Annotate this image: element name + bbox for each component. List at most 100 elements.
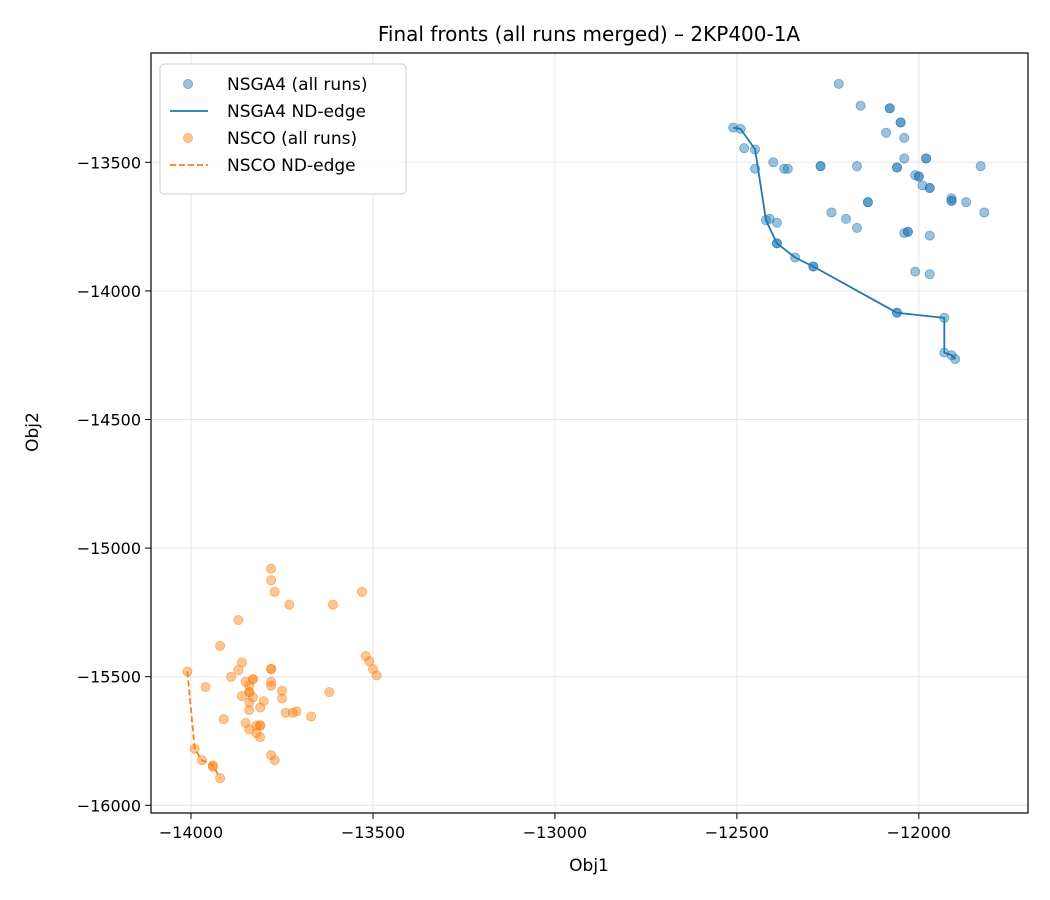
scatter-point <box>841 213 852 224</box>
scatter-point <box>266 663 277 674</box>
x-tick-label: −14000 <box>159 823 223 842</box>
scatter-point <box>291 706 302 717</box>
scatter-point <box>360 651 371 662</box>
scatter-point <box>182 666 193 677</box>
scatter-point <box>771 238 782 249</box>
scatter-point <box>975 161 986 172</box>
scatter-point <box>950 354 961 365</box>
scatter-point <box>961 197 972 208</box>
scatter-point <box>266 750 277 761</box>
scatter-point <box>891 307 902 318</box>
scatter-point <box>862 197 873 208</box>
scatter-point <box>327 599 338 610</box>
scatter-point <box>247 674 258 685</box>
scatter-point <box>808 261 819 272</box>
scatter-point <box>779 163 790 174</box>
scatter-point <box>226 671 237 682</box>
scatter-point <box>277 685 288 696</box>
scatter-point <box>790 252 801 263</box>
x-tick-label: −12500 <box>705 823 769 842</box>
scatter-point <box>939 312 950 323</box>
scatter-point <box>266 563 277 574</box>
scatter-point <box>851 161 862 172</box>
scatter-point <box>815 161 826 172</box>
scatter-point <box>244 697 255 708</box>
scatter-point <box>215 773 226 784</box>
scatter-point <box>833 78 844 89</box>
legend-marker <box>182 79 193 90</box>
scatter-point <box>236 690 247 701</box>
scatter-point <box>200 681 211 692</box>
scatter-point <box>251 728 262 739</box>
scatter-point <box>979 207 990 218</box>
scatter-point <box>899 153 910 164</box>
scatter-point <box>946 195 957 206</box>
y-tick-label: −15500 <box>77 668 141 687</box>
scatter-point <box>324 687 335 698</box>
scatter-point <box>284 599 295 610</box>
legend-marker <box>182 132 193 143</box>
plot-frame <box>150 52 1029 814</box>
scatter-point <box>218 714 229 725</box>
x-axis-label: Obj1 <box>569 856 609 876</box>
scatter-point <box>196 755 207 766</box>
scatter-point <box>739 143 750 154</box>
legend-label: NSGA4 ND-edge <box>227 102 366 122</box>
scatter-point <box>782 163 793 174</box>
y-tick-label: −16000 <box>77 796 141 815</box>
scatter-point <box>902 226 913 237</box>
legend-box <box>159 63 407 195</box>
scatter-point <box>735 123 746 134</box>
scatter-point <box>266 676 277 687</box>
scatter-point <box>244 705 255 716</box>
scatter-point <box>189 743 200 754</box>
scatter-point <box>269 755 280 766</box>
scatter-point <box>924 183 935 194</box>
legend-label: NSCO ND-edge <box>227 156 356 176</box>
scatter-point <box>891 162 902 173</box>
scatter-point <box>881 127 892 138</box>
scatter-point <box>269 586 280 597</box>
scatter-point <box>910 266 921 277</box>
scatter-point <box>921 153 932 164</box>
y-axis-label: Obj2 <box>23 412 43 452</box>
scatter-point <box>884 103 895 114</box>
scatter-point <box>266 575 277 586</box>
scatter-points <box>182 78 990 784</box>
scatter-point <box>233 665 244 676</box>
y-tick-label: −13500 <box>77 153 141 172</box>
scatter-point <box>750 163 761 174</box>
scatter-point <box>913 171 924 182</box>
legend-label: NSCO (all runs) <box>227 129 357 149</box>
legend: NSGA4 (all runs) NSGA4 ND-edge NSCO (all r… <box>159 63 407 195</box>
y-tick-label: −15000 <box>77 539 141 558</box>
chart-title: Final fronts (all runs merged) – 2KP400-… <box>378 22 801 46</box>
scatter-point <box>826 207 837 218</box>
scatter-point <box>946 350 957 361</box>
scatter-point <box>924 230 935 241</box>
x-tick-label: −13500 <box>341 823 405 842</box>
scatter-point <box>728 122 739 133</box>
scatter-point <box>207 761 218 772</box>
scatter-point <box>247 692 258 703</box>
scatter-point <box>771 217 782 228</box>
scatter-point <box>899 132 910 143</box>
y-tick-label: −14000 <box>77 282 141 301</box>
axis-ticks: −14000 −13500 −13000 −12500 −12000 −16000 −155… <box>77 153 951 842</box>
scatter-point <box>255 702 266 713</box>
scatter-point <box>215 640 226 651</box>
legend-label: NSGA4 (all runs) <box>227 75 367 95</box>
x-tick-label: −13000 <box>523 823 587 842</box>
scatter-point <box>750 144 761 155</box>
scatter-point <box>233 615 244 626</box>
scatter-point <box>266 680 277 691</box>
scatter-point <box>851 222 862 233</box>
scatter-point <box>255 732 266 743</box>
scatter-point <box>924 269 935 280</box>
scatter-point <box>768 157 779 168</box>
scatter-point <box>371 670 382 681</box>
scatter-point <box>277 693 288 704</box>
scatter-point <box>946 193 957 204</box>
